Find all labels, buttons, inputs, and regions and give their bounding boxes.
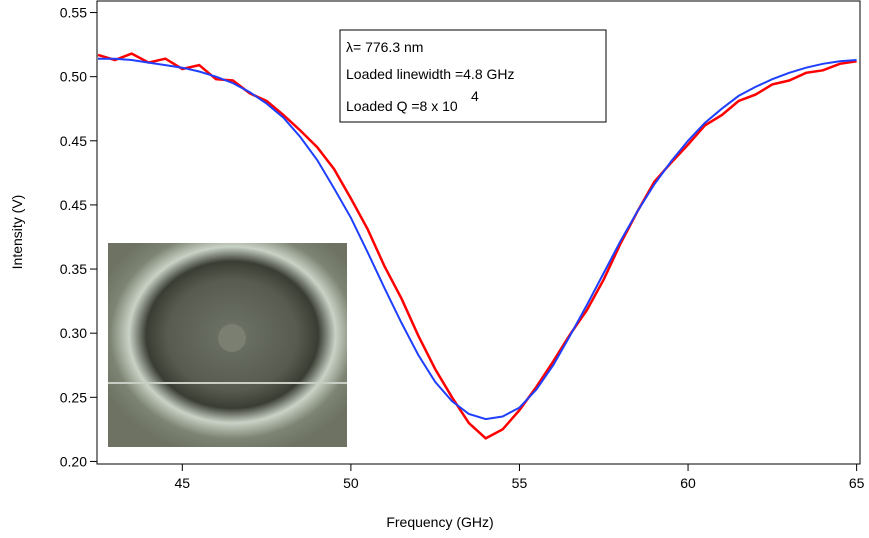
y-tick-label: 0.30: [60, 325, 87, 341]
y-tick-label: 0.25: [60, 389, 87, 405]
x-axis-label: Frequency (GHz): [386, 514, 493, 530]
y-tick-label: 0.20: [60, 453, 87, 469]
plot-area: 0.20 0.25 0.30 0.35 0.45 0.45 0.50 0.55 45 50 55 60…: [60, 0, 865, 491]
y-tick-label: 0.45: [60, 197, 87, 213]
y-tick-label: 0.45: [60, 133, 87, 149]
x-tick-label: 60: [680, 475, 696, 491]
annotation: Loaded linewidth =4.8 GHz: [346, 66, 515, 82]
annotation: Loaded Q =8 x 10: [346, 98, 458, 114]
annotation: λ= 776.3 nm: [346, 39, 423, 55]
x-tick-label: 50: [343, 475, 359, 491]
x-tick-label: 45: [175, 475, 191, 491]
inset-spot: [218, 324, 246, 352]
x-tick-label: 65: [849, 475, 865, 491]
annotation-box: [339, 29, 607, 123]
annotation-superscript: 4: [471, 88, 479, 104]
series-line: [98, 57, 857, 421]
x-tick-label: 55: [512, 475, 528, 491]
y-axis-label: Intensity (V): [9, 195, 25, 270]
y-tick-label: 0.35: [60, 261, 87, 277]
y-tick-label: 0.55: [60, 5, 87, 21]
y-tick-label: 0.50: [60, 69, 87, 85]
plot-frame: [96, 0, 861, 465]
